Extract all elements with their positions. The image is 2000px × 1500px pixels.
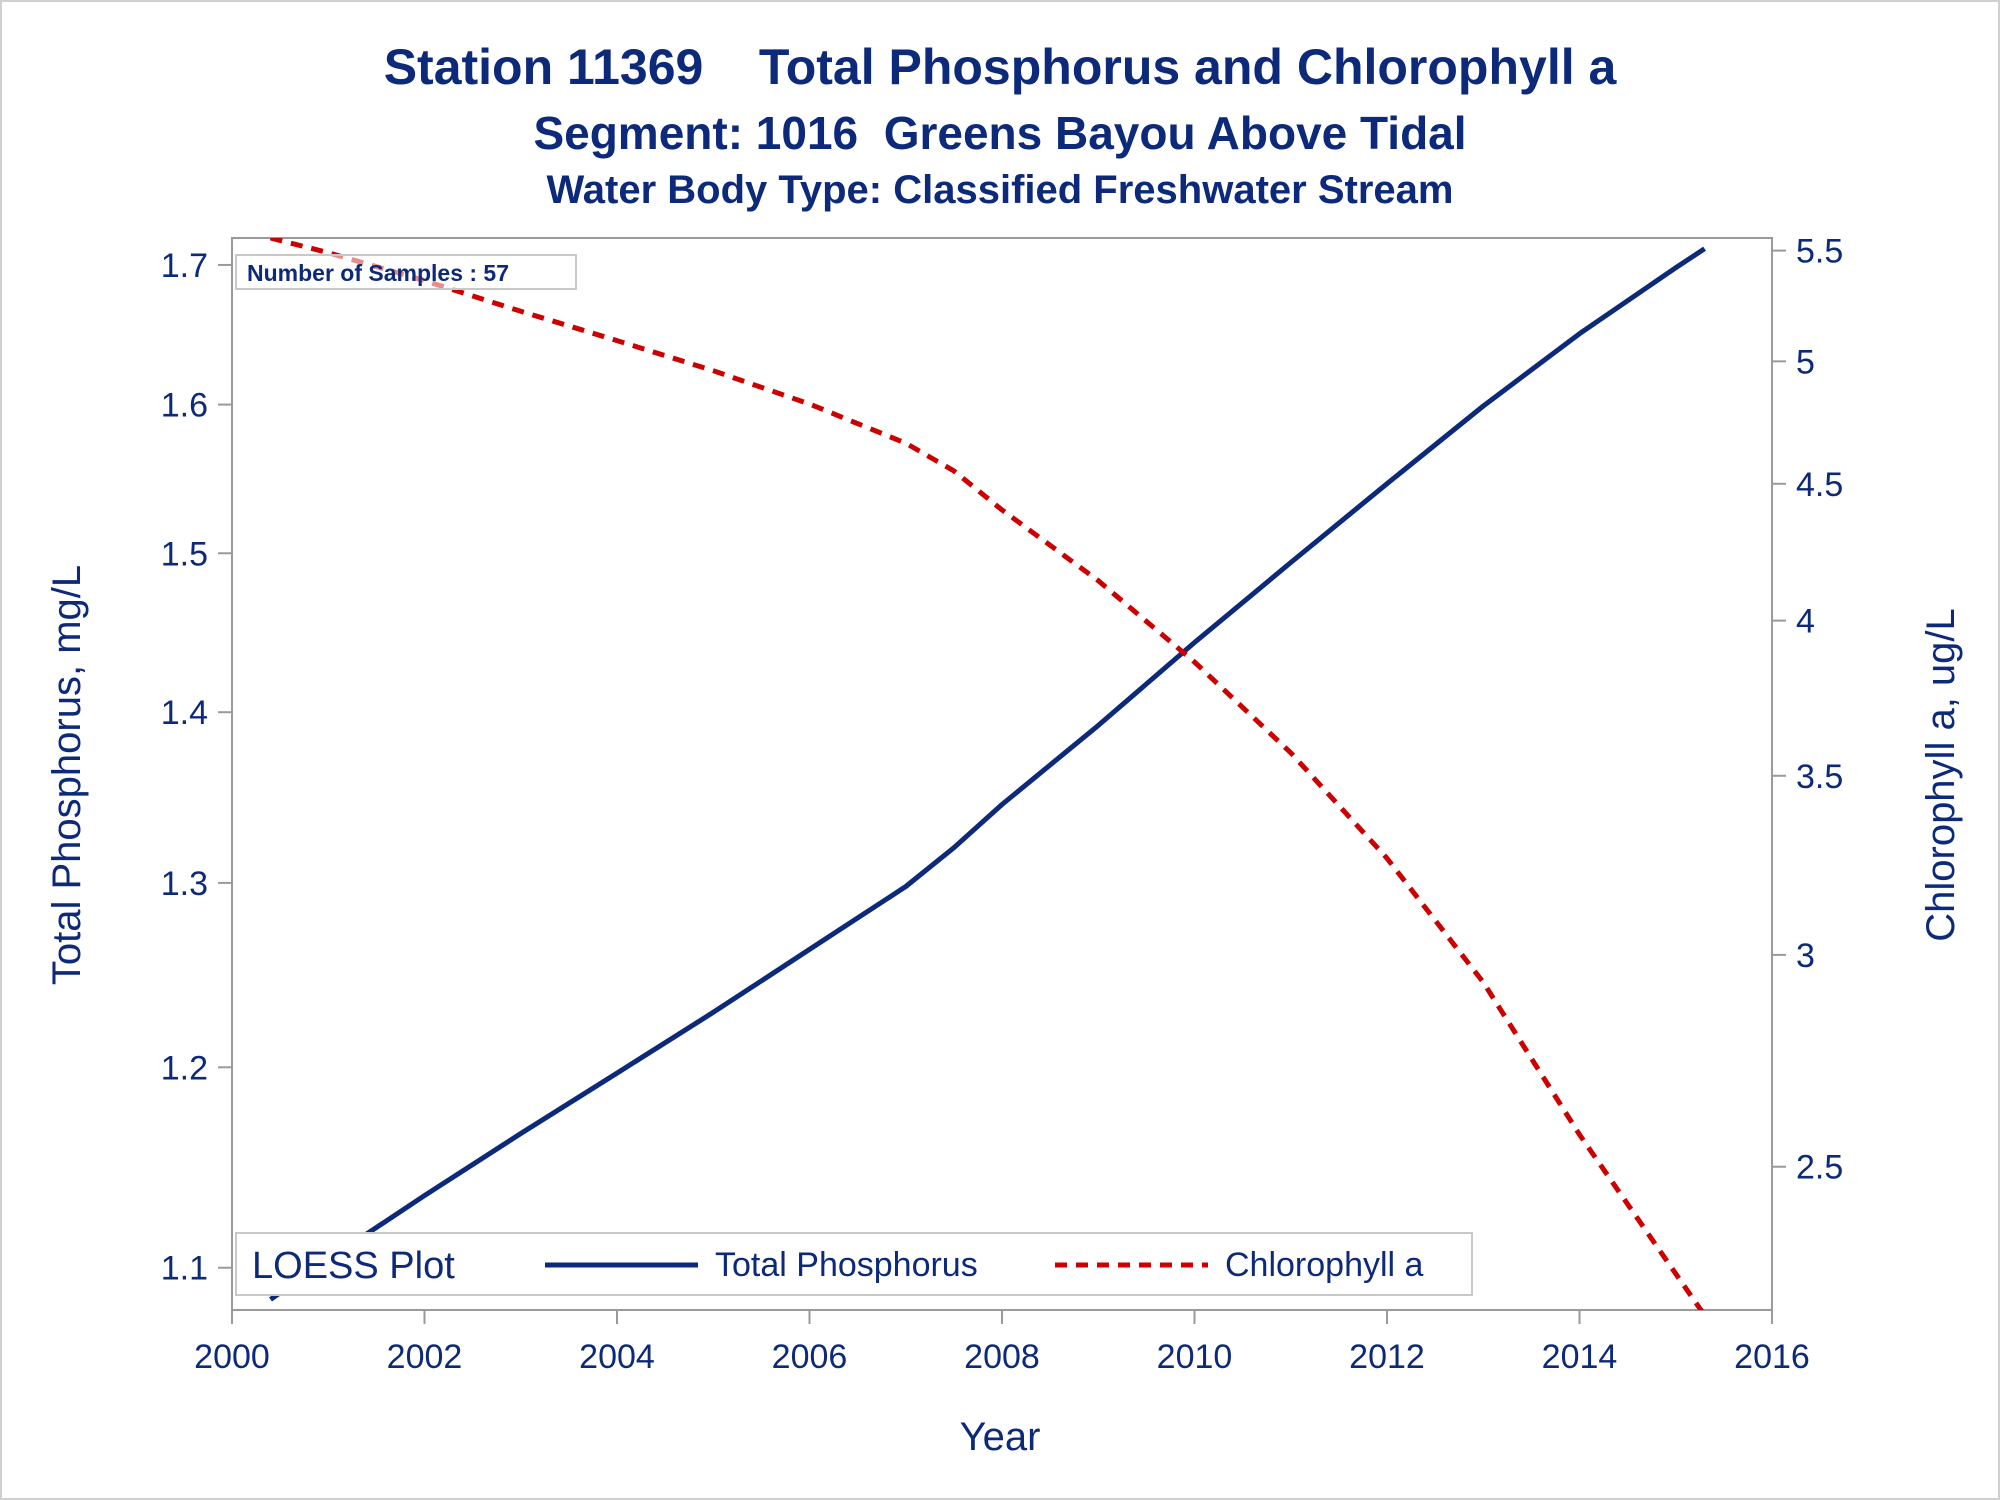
legend-title: LOESS Plot xyxy=(252,1245,455,1287)
y-tick-label: 1.7 xyxy=(161,247,208,285)
y-tick-label: 1.4 xyxy=(161,694,208,732)
y-axis-left: 1.1 1.2 1.3 1.4 1.5 1.6 1.7 xyxy=(161,247,232,1288)
legend-box xyxy=(235,1232,1473,1296)
x-tick-label: 2002 xyxy=(387,1338,463,1376)
y-tick-label: 1.5 xyxy=(161,535,208,573)
x-tick-label: 2008 xyxy=(964,1338,1040,1376)
y-axis-right: 2.5 3 3.5 4 4.5 5 5.5 xyxy=(1772,233,1843,1187)
y-axis-label: Total Phosphorus, mg/L xyxy=(45,565,89,985)
annotation-box xyxy=(235,254,577,290)
y2-tick-label: 5.5 xyxy=(1796,233,1843,271)
y2-tick-label: 3 xyxy=(1796,937,1815,975)
x-axis-label: Year xyxy=(960,1415,1041,1459)
y2-tick-label: 4.5 xyxy=(1796,466,1843,504)
y2-axis-label: Chlorophyll a, ug/L xyxy=(1919,608,1963,942)
x-tick-label: 2006 xyxy=(772,1338,848,1376)
y2-tick-label: 2.5 xyxy=(1796,1149,1843,1187)
y-tick-label: 1.2 xyxy=(161,1049,208,1087)
series-line-chlorophyll xyxy=(269,238,1704,1310)
x-tick-label: 2000 xyxy=(194,1338,270,1376)
y2-tick-label: 3.5 xyxy=(1796,758,1843,796)
plot-area xyxy=(231,237,1773,1311)
plot-border xyxy=(231,237,1773,1311)
samples-annotation: Number of Samples : 57 xyxy=(235,254,577,290)
y-tick-label: 1.1 xyxy=(161,1250,208,1288)
x-tick-label: 2016 xyxy=(1734,1338,1810,1376)
chart-subtitle: Segment: 1016 Greens Bayou Above Tidal xyxy=(533,107,1467,159)
y2-tick-label: 5 xyxy=(1796,343,1815,381)
series-line-phosphorus xyxy=(269,246,1706,1302)
legend: LOESS Plot Total Phosphorus Chlorophyll a xyxy=(235,1232,1473,1296)
legend-label-phosphorus: Total Phosphorus xyxy=(715,1246,978,1284)
y-tick-label: 1.3 xyxy=(161,865,208,903)
x-tick-label: 2010 xyxy=(1157,1338,1233,1376)
chart-title: Station 11369 Total Phosphorus and Chlor… xyxy=(383,39,1617,95)
series-layer xyxy=(269,238,1706,1310)
y-tick-label: 1.6 xyxy=(161,387,208,425)
x-tick-label: 2014 xyxy=(1542,1338,1618,1376)
x-tick-label: 2012 xyxy=(1349,1338,1425,1376)
annotation-text: Number of Samples : 57 xyxy=(247,260,509,286)
x-axis: 2000 2002 2004 2006 2008 2010 2012 2014 2016 xyxy=(194,1310,1810,1376)
chart-subtitle-2: Water Body Type: Classified Freshwater S… xyxy=(546,168,1454,212)
x-tick-label: 2004 xyxy=(579,1338,655,1376)
y2-tick-label: 4 xyxy=(1796,603,1815,641)
legend-label-chlorophyll: Chlorophyll a xyxy=(1225,1246,1424,1284)
